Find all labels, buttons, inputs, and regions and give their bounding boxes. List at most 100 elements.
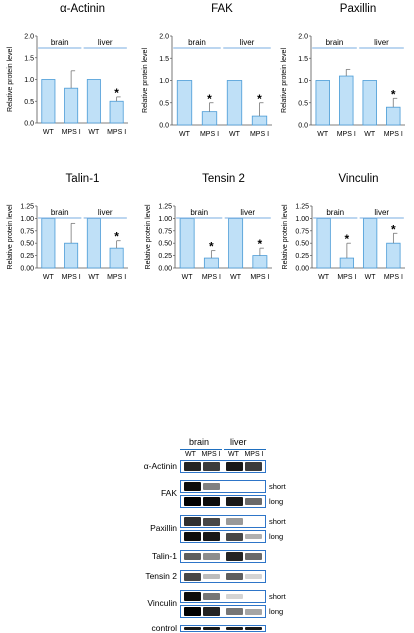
x-tick-label: MPS I xyxy=(107,274,126,281)
y-axis-label: Relative protein level xyxy=(281,48,288,113)
x-tick-label: WT xyxy=(43,129,55,136)
bar xyxy=(41,217,56,269)
blot-band xyxy=(184,517,201,526)
y-tick-label: 1.5 xyxy=(298,56,308,63)
x-tick-label: MPS I xyxy=(62,274,81,281)
y-tick-label: 0.5 xyxy=(298,100,308,107)
y-tick-label: 0.00 xyxy=(158,266,172,273)
y-tick-label: 1.5 xyxy=(159,56,169,63)
western-blot-figure: brain liver WT MPS I WT MPS I α-Actinin F… xyxy=(137,437,377,633)
significance-marker: * xyxy=(391,222,396,236)
blot-band xyxy=(245,574,262,579)
x-tick-label: MPS I xyxy=(62,129,81,136)
blot-exposure-label: long xyxy=(269,496,284,506)
blot-lane-label: MPS I xyxy=(244,451,264,458)
x-tick-label: WT xyxy=(88,129,100,136)
y-tick-label: 0.00 xyxy=(295,266,309,273)
bar xyxy=(226,80,243,126)
bar xyxy=(86,217,101,269)
blot-exposure-label: short xyxy=(269,591,286,601)
x-tick-label: WT xyxy=(182,274,194,281)
blot-group-line-brain xyxy=(180,449,222,450)
blot-exposure-label: short xyxy=(269,516,286,526)
blot-band xyxy=(203,626,220,631)
blot-panel xyxy=(180,530,266,543)
x-tick-label: WT xyxy=(88,274,100,281)
bar xyxy=(362,80,377,126)
y-tick-label: 1.25 xyxy=(20,204,34,211)
group-label-liver: liver xyxy=(98,38,113,47)
bar xyxy=(252,255,268,269)
y-tick-label: 0.25 xyxy=(20,253,34,260)
bar xyxy=(176,80,193,126)
blot-band xyxy=(184,462,201,471)
x-tick-label: WT xyxy=(318,274,330,281)
bar xyxy=(203,257,219,269)
blot-row-label: control xyxy=(151,622,177,633)
y-axis-label: Relative protein level xyxy=(145,204,152,269)
blot-lane-label: WT xyxy=(185,451,196,458)
bar xyxy=(86,79,101,124)
blot-lane-label: MPS I xyxy=(201,451,221,458)
blot-band xyxy=(245,533,262,540)
blot-band xyxy=(226,608,243,615)
chart-title: Tensin 2 xyxy=(202,173,245,185)
blot-band xyxy=(226,497,243,506)
blot-band xyxy=(226,532,243,541)
y-tick-label: 0.25 xyxy=(158,253,172,260)
x-tick-label: MPS I xyxy=(250,131,269,138)
y-axis-label: Relative protein level xyxy=(142,48,149,113)
y-tick-label: 1.25 xyxy=(158,204,172,211)
group-label-liver: liver xyxy=(374,38,389,47)
y-tick-label: 0.0 xyxy=(24,121,34,128)
significance-marker: * xyxy=(114,230,119,244)
y-tick-label: 0.5 xyxy=(159,100,169,107)
group-label-liver: liver xyxy=(98,208,113,217)
bar xyxy=(339,257,355,269)
blot-band xyxy=(203,483,220,490)
group-label-liver: liver xyxy=(240,38,255,47)
blot-panel xyxy=(180,570,266,583)
blot-band xyxy=(245,626,262,631)
blot-band xyxy=(184,552,201,561)
blot-band xyxy=(226,552,243,561)
chart-title: FAK xyxy=(211,3,233,15)
blot-band xyxy=(184,591,201,602)
blot-panel xyxy=(180,480,266,493)
y-tick-label: 0.75 xyxy=(158,228,172,235)
y-tick-label: 2.0 xyxy=(24,34,34,41)
x-tick-label: MPS I xyxy=(384,274,403,281)
y-tick-label: 0.00 xyxy=(20,266,34,273)
x-tick-label: MPS I xyxy=(337,131,356,138)
significance-marker: * xyxy=(258,237,263,251)
x-tick-label: MPS I xyxy=(202,274,221,281)
chart-title: Paxillin xyxy=(340,3,376,15)
blot-band xyxy=(184,481,201,492)
y-tick-label: 1.00 xyxy=(295,216,309,223)
blot-panel xyxy=(180,605,266,618)
blot-row-label: Talin-1 xyxy=(151,550,177,561)
significance-marker: * xyxy=(257,92,262,106)
chart-title: Vinculin xyxy=(338,173,378,185)
significance-marker: * xyxy=(114,86,119,100)
y-tick-label: 0.50 xyxy=(295,241,309,248)
blot-row-label: α-Actinin xyxy=(143,460,177,471)
group-label-brain: brain xyxy=(326,208,344,217)
blot-band xyxy=(245,497,262,506)
y-tick-label: 0.50 xyxy=(158,241,172,248)
blot-group-label-liver: liver xyxy=(230,437,247,447)
blot-band xyxy=(184,572,201,581)
y-tick-label: 0.75 xyxy=(20,228,34,235)
x-tick-label: WT xyxy=(230,274,242,281)
bar xyxy=(315,80,330,126)
y-tick-label: 1.5 xyxy=(24,55,34,62)
y-tick-label: 0.0 xyxy=(159,123,169,130)
significance-marker: * xyxy=(209,240,214,254)
y-tick-label: 1.00 xyxy=(20,216,34,223)
y-axis-label: Relative protein level xyxy=(7,47,14,112)
blot-exposure-label: long xyxy=(269,606,284,616)
bar xyxy=(64,242,79,269)
blot-band xyxy=(203,532,220,541)
blot-band xyxy=(203,517,220,526)
significance-marker: * xyxy=(345,232,350,246)
